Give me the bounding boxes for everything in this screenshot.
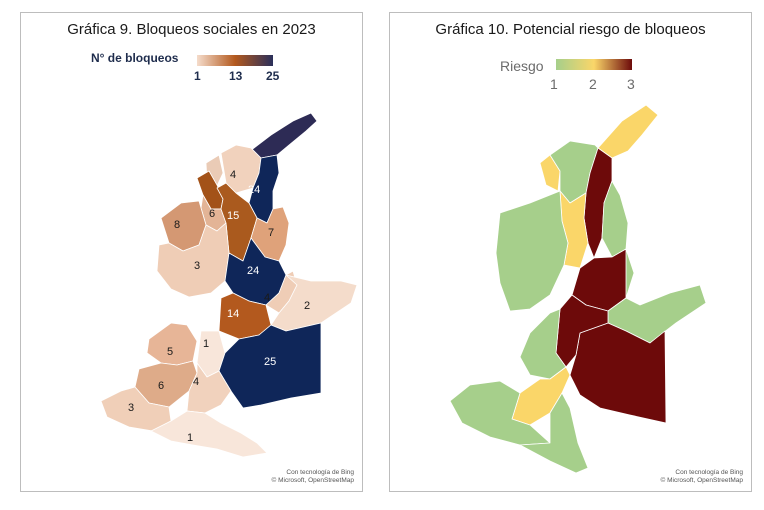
- left-legend-gradient: [197, 55, 273, 66]
- label-3-west: 3: [194, 260, 200, 272]
- label-4-central: 4: [264, 292, 270, 304]
- rr-west[interactable]: [495, 190, 569, 312]
- left-legend-tick-max: 25: [266, 69, 280, 83]
- right-choropleth-map: [449, 104, 707, 474]
- label-1-south: 1: [187, 432, 193, 444]
- r-north-tip[interactable]: [249, 112, 318, 159]
- rr-east[interactable]: [601, 180, 629, 258]
- rr-south-tip[interactable]: [519, 392, 589, 474]
- right-attribution-line-1: Con tecnología de Bing: [675, 469, 743, 476]
- left-attribution: Con tecnología de Bing © Microsoft, Open…: [272, 469, 354, 485]
- rr-south[interactable]: [449, 380, 551, 446]
- label-14: 14: [227, 308, 239, 320]
- label-8: 8: [174, 219, 180, 231]
- left-legend-tick-min: 1: [194, 69, 201, 83]
- right-legend-tick-min: 1: [550, 76, 558, 92]
- right-map-title: Gráfica 10. Potencial riesgo de bloqueos: [435, 21, 706, 38]
- label-2: 2: [304, 300, 310, 312]
- right-attribution-line-2: © Microsoft, OpenStreetMap: [660, 477, 743, 484]
- label-3-south: 3: [128, 402, 134, 414]
- left-legend-title: N° de bloqueos: [91, 51, 179, 65]
- label-24-north: 24: [248, 184, 260, 196]
- left-choropleth-map: 4 24 6 15 8 7 3 24 4 2 14 1 25 5 6 4 3 1: [100, 112, 358, 458]
- right-attribution: Con tecnología de Bing © Microsoft, Open…: [661, 469, 743, 485]
- label-1-mid: 1: [203, 338, 209, 350]
- left-map-title: Gráfica 9. Bloqueos sociales en 2023: [67, 21, 316, 38]
- r-3-west[interactable]: [156, 222, 230, 298]
- label-7: 7: [268, 227, 274, 239]
- left-legend-tick-mid: 13: [229, 69, 243, 83]
- r-5[interactable]: [146, 322, 198, 366]
- label-6: 6: [209, 208, 215, 220]
- rr-north-tip[interactable]: [597, 104, 659, 159]
- r-3-south[interactable]: [100, 386, 172, 432]
- label-24-central: 24: [247, 265, 259, 277]
- label-25: 25: [264, 356, 276, 368]
- right-map-panel: Gráfica 10. Potencial riesgo de bloqueos…: [389, 12, 752, 492]
- left-attribution-line-1: Con tecnología de Bing: [286, 469, 354, 476]
- right-legend-gradient: [556, 59, 632, 70]
- left-map-panel: Gráfica 9. Bloqueos sociales en 2023 N° …: [20, 12, 363, 492]
- right-legend-tick-mid: 2: [589, 76, 597, 92]
- right-legend-tick-max: 3: [627, 76, 635, 92]
- label-6-south: 6: [158, 380, 164, 392]
- label-4-north: 4: [230, 169, 236, 181]
- label-15: 15: [227, 210, 239, 222]
- r-1-south[interactable]: [150, 410, 268, 458]
- rr-se[interactable]: [569, 322, 667, 424]
- label-5: 5: [167, 346, 173, 358]
- rr-nw-small[interactable]: [539, 154, 561, 192]
- right-legend-title: Riesgo: [500, 58, 544, 74]
- left-attribution-line-2: © Microsoft, OpenStreetMap: [271, 477, 354, 484]
- label-4-south: 4: [193, 376, 199, 388]
